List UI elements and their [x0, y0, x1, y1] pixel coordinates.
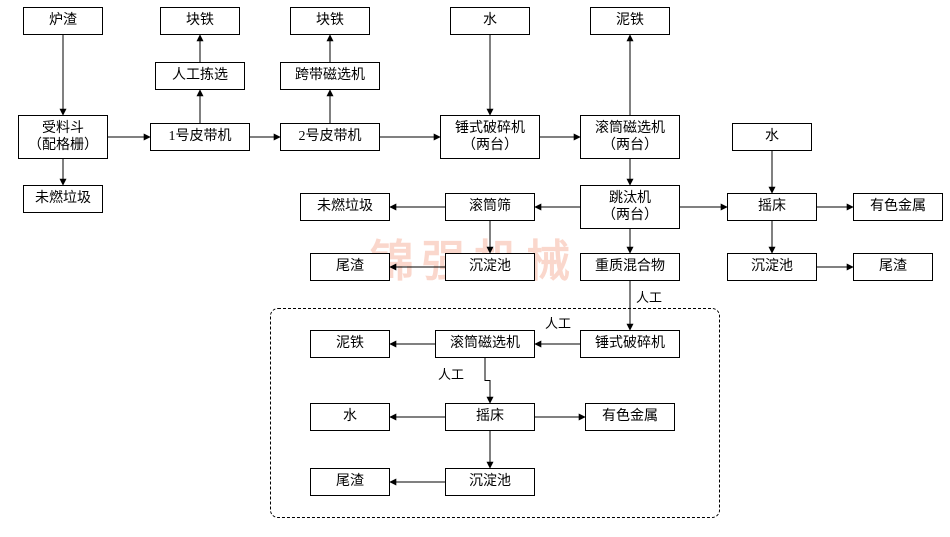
node-luzha: 炉渣	[23, 7, 103, 35]
node-youse1: 有色金属	[853, 193, 943, 221]
node-kuaitie1: 块铁	[160, 7, 240, 35]
node-kuaitie2: 块铁	[290, 7, 370, 35]
node-guntong1: 滚筒磁选机 （两台）	[580, 115, 680, 159]
node-chendian1: 沉淀池	[445, 253, 535, 281]
edge-label: 人工	[636, 287, 662, 306]
node-weizha3: 尾渣	[310, 468, 390, 496]
node-shui3: 水	[310, 403, 390, 431]
node-tiaotai: 跳汰机 （两台）	[580, 185, 680, 229]
node-shouliao: 受料斗 （配格栅）	[18, 115, 108, 159]
edge	[485, 358, 490, 403]
node-shui2: 水	[732, 123, 812, 151]
node-weiran1: 未燃垃圾	[23, 185, 103, 213]
node-pidai2: 2号皮带机	[280, 123, 380, 151]
node-zhongzhi: 重质混合物	[580, 253, 680, 281]
node-guntongshai: 滚筒筛	[445, 193, 535, 221]
node-rengong: 人工拣选	[155, 62, 245, 90]
node-youse2: 有色金属	[585, 403, 675, 431]
node-yaochuang1: 摇床	[727, 193, 817, 221]
node-guntong2: 滚筒磁选机	[435, 330, 535, 358]
node-shui1: 水	[450, 7, 530, 35]
node-weiran2: 未燃垃圾	[300, 193, 390, 221]
node-nitie2: 泥铁	[310, 330, 390, 358]
node-yaochuang2: 摇床	[445, 403, 535, 431]
node-weizha2: 尾渣	[853, 253, 933, 281]
node-weizha1: 尾渣	[310, 253, 390, 281]
flowchart-canvas: 锦强机械 炉渣块铁块铁水泥铁人工拣选跨带磁选机受料斗 （配格栅）1号皮带机2号皮…	[0, 0, 950, 537]
edge-label: 人工	[438, 364, 464, 383]
node-pidai1: 1号皮带机	[150, 123, 250, 151]
node-chuishi2: 锤式破碎机	[580, 330, 680, 358]
edge-label: 人工	[545, 313, 571, 332]
node-nitie1: 泥铁	[590, 7, 670, 35]
node-chuishi1: 锤式破碎机 （两台）	[440, 115, 540, 159]
node-chendian2: 沉淀池	[727, 253, 817, 281]
node-kuadai: 跨带磁选机	[280, 62, 380, 90]
node-chendian3: 沉淀池	[445, 468, 535, 496]
